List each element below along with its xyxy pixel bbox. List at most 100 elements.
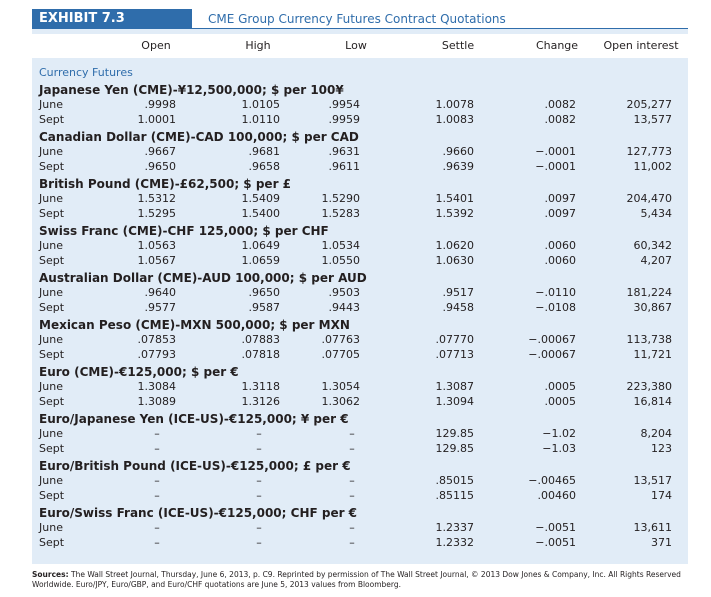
cell-month: June: [39, 333, 63, 346]
cell-month: June: [39, 239, 63, 252]
table-row: June .9667 .9681 .9631 .9660 −.0001 127,773: [0, 145, 711, 159]
cell-month: Sept: [39, 113, 65, 126]
cell-open: .9998: [144, 98, 177, 111]
cell-settle: .07713: [435, 348, 475, 361]
table-row: Sept 1.5295 1.5400 1.5283 1.5392 .0097 5,434: [0, 207, 711, 221]
cell-high: –: [256, 442, 262, 455]
cell-oi: 60,342: [633, 239, 673, 252]
cell-settle: 1.5392: [435, 207, 475, 220]
cell-settle: 1.0630: [435, 254, 475, 267]
cell-settle: 1.3094: [435, 395, 475, 408]
contract-name: Euro (CME)-€125,000; $ per €: [39, 365, 239, 379]
cell-high: 1.5400: [241, 207, 281, 220]
cell-low: 1.0534: [321, 239, 361, 252]
cell-change: .0082: [544, 98, 577, 111]
cell-oi: 11,721: [633, 348, 673, 361]
cell-month: Sept: [39, 536, 65, 549]
cell-month: Sept: [39, 489, 65, 502]
cell-oi: 16,814: [633, 395, 673, 408]
cell-open: –: [154, 442, 160, 455]
cell-low: –: [349, 474, 355, 487]
cell-open: .07853: [137, 333, 177, 346]
table-row: Sept – – – .85115 .00460 174: [0, 489, 711, 503]
cell-open: –: [154, 427, 160, 440]
table-row: June 1.5312 1.5409 1.5290 1.5401 .0097 204,470: [0, 192, 711, 206]
cell-change: .0097: [544, 192, 577, 205]
contract-name: Japanese Yen (CME)-¥12,500,000; $ per 10…: [39, 83, 344, 97]
cell-settle: 1.5401: [435, 192, 475, 205]
title-rule: [192, 28, 688, 29]
cell-settle: 1.2332: [435, 536, 475, 549]
cell-settle: 1.2337: [435, 521, 475, 534]
cell-low: 1.0550: [321, 254, 361, 267]
cell-month: Sept: [39, 301, 65, 314]
cell-settle: .9660: [442, 145, 475, 158]
cell-settle: 1.0620: [435, 239, 475, 252]
cell-change: −.00067: [528, 348, 576, 361]
cell-low: 1.3054: [321, 380, 361, 393]
cell-settle: .9639: [442, 160, 475, 173]
cell-oi: 8,204: [640, 427, 673, 440]
cell-change: −1.03: [542, 442, 576, 455]
exhibit-title: CME Group Currency Futures Contract Quot…: [208, 12, 506, 26]
contract-name: Euro/Swiss Franc (ICE-US)-€125,000; CHF …: [39, 506, 358, 520]
cell-open: 1.3089: [137, 395, 177, 408]
cell-oi: 13,611: [633, 521, 673, 534]
cell-open: 1.3084: [137, 380, 177, 393]
cell-month: June: [39, 427, 63, 440]
exhibit-label: EXHIBIT 7.3: [32, 9, 192, 29]
cell-high: 1.0105: [241, 98, 281, 111]
cell-open: –: [154, 474, 160, 487]
contract-name: Swiss Franc (CME)-CHF 125,000; $ per CHF: [39, 224, 329, 238]
cell-month: June: [39, 521, 63, 534]
cell-oi: 204,470: [626, 192, 673, 205]
cell-open: .07793: [137, 348, 177, 361]
cell-open: 1.0567: [137, 254, 177, 267]
cell-change: .00460: [537, 489, 577, 502]
cell-low: .9954: [328, 98, 361, 111]
contract-name: Mexican Peso (CME)-MXN 500,000; $ per MX…: [39, 318, 350, 332]
cell-low: –: [349, 521, 355, 534]
cell-change: −.00465: [528, 474, 576, 487]
cell-oi: 5,434: [640, 207, 673, 220]
cell-month: June: [39, 286, 63, 299]
cell-change: .0005: [544, 395, 577, 408]
cell-change: .0060: [544, 254, 577, 267]
cell-oi: 371: [651, 536, 672, 549]
cell-open: .9577: [144, 301, 177, 314]
cell-high: .9650: [248, 286, 281, 299]
cell-open: 1.0563: [137, 239, 177, 252]
cell-oi: 181,224: [626, 286, 673, 299]
section-title: Currency Futures: [39, 66, 133, 79]
cell-month: Sept: [39, 207, 65, 220]
cell-open: –: [154, 521, 160, 534]
table-row: June – – – 129.85 −1.02 8,204: [0, 427, 711, 441]
cell-oi: 30,867: [633, 301, 673, 314]
table-row: Sept 1.0001 1.0110 .9959 1.0083 .0082 13,577: [0, 113, 711, 127]
cell-low: 1.5283: [321, 207, 361, 220]
cell-change: −.0001: [535, 160, 576, 173]
table-row: Sept 1.0567 1.0659 1.0550 1.0630 .0060 4,207: [0, 254, 711, 268]
cell-oi: 127,773: [626, 145, 673, 158]
cell-change: −.00067: [528, 333, 576, 346]
cell-month: June: [39, 474, 63, 487]
table-row: June – – – 1.2337 −.0051 13,611: [0, 521, 711, 535]
cell-settle: 129.85: [435, 442, 475, 455]
cell-month: Sept: [39, 348, 65, 361]
cell-low: .9443: [328, 301, 361, 314]
cell-settle: .9458: [442, 301, 475, 314]
cell-open: 1.5295: [137, 207, 177, 220]
cell-low: .9611: [328, 160, 361, 173]
cell-change: .0082: [544, 113, 577, 126]
cell-high: 1.0110: [241, 113, 281, 126]
cell-high: –: [256, 427, 262, 440]
table-row: Sept .07793 .07818 .07705 .07713 −.00067 11,72…: [0, 348, 711, 362]
cell-month: Sept: [39, 442, 65, 455]
cell-change: .0060: [544, 239, 577, 252]
cell-open: –: [154, 489, 160, 502]
cell-open: –: [154, 536, 160, 549]
cell-change: .0005: [544, 380, 577, 393]
cell-settle: .07770: [435, 333, 475, 346]
cell-month: June: [39, 192, 63, 205]
cell-oi: 13,577: [633, 113, 673, 126]
